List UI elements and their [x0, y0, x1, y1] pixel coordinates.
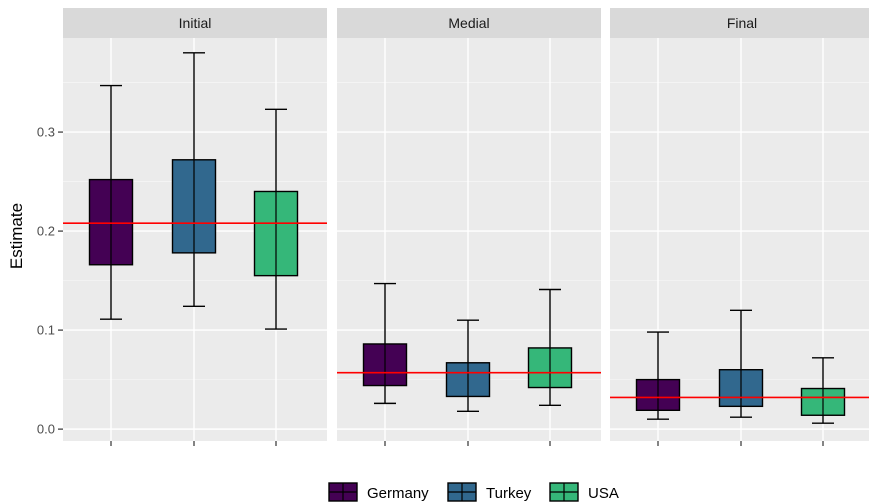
facet-label-initial: Initial — [179, 15, 212, 31]
y-axis: 0.0 0.1 0.2 0.3 — [37, 125, 63, 437]
legend-label-usa: USA — [588, 485, 619, 502]
facet-panels: Initial Medial Final — [63, 8, 869, 446]
y-tick-label: 0.0 — [37, 422, 55, 437]
facet-initial: Initial — [63, 8, 327, 446]
facet-label-final: Final — [727, 15, 757, 31]
box-medial-usa — [527, 288, 573, 407]
box-medial-turkey — [445, 319, 491, 412]
legend-item-usa: USA — [549, 482, 619, 502]
legend-label-germany: Germany — [367, 485, 429, 502]
box-initial-turkey — [171, 52, 217, 308]
y-tick-label: 0.3 — [37, 125, 55, 140]
facet-medial: Medial — [337, 8, 601, 446]
facet-final: Final — [610, 8, 869, 446]
facet-label-medial: Medial — [448, 15, 489, 31]
legend-label-turkey: Turkey — [486, 485, 532, 502]
y-axis-title: Estimate — [7, 203, 26, 269]
box-final-usa — [800, 357, 846, 424]
facet-strip-medial — [337, 8, 601, 38]
facet-strip-final — [610, 8, 869, 38]
box-initial-germany — [88, 84, 134, 320]
legend-item-turkey: Turkey — [447, 482, 532, 502]
y-tick-label: 0.1 — [37, 323, 55, 338]
legend-item-germany: Germany — [328, 482, 429, 502]
legend: Germany Turkey USA — [328, 482, 619, 502]
y-tick-label: 0.2 — [37, 224, 55, 239]
box-medial-germany — [362, 282, 408, 405]
box-final-germany — [635, 331, 681, 420]
facet-strip-initial — [63, 8, 327, 38]
box-final-turkey — [718, 309, 764, 418]
